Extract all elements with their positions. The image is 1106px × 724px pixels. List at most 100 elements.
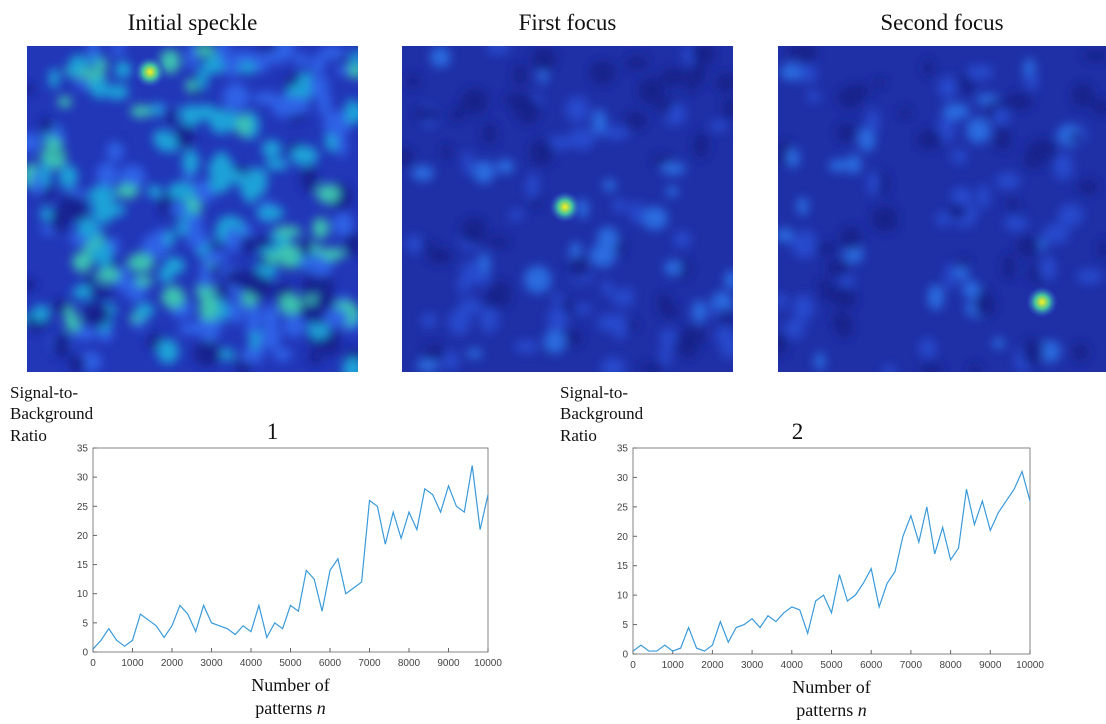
speckle-grain: [592, 108, 607, 136]
speckle-grain: [962, 280, 981, 299]
speckle-grain: [546, 135, 571, 151]
speckle-grain: [919, 363, 944, 372]
speckle-grain: [543, 329, 566, 354]
speckle-grain: [60, 195, 87, 219]
plot-area: [92, 447, 489, 653]
speckle-grain: [657, 292, 672, 313]
speckle-grain: [31, 305, 50, 322]
panel-title: Initial speckle: [128, 10, 258, 35]
speckle-grain: [935, 211, 951, 227]
speckle-grain: [482, 122, 497, 145]
x-tick-label: 0: [90, 658, 96, 669]
speckle-grain: [74, 326, 98, 341]
speckle-grain: [223, 58, 241, 78]
speckle-grain: [873, 77, 886, 88]
speckle-grain: [416, 358, 440, 372]
speckle-grain: [514, 340, 539, 354]
speckle-grain: [612, 198, 627, 213]
x-tick-label: 8000: [939, 660, 962, 671]
speckle-grain: [992, 107, 1010, 127]
speckle-grain: [638, 77, 664, 105]
speckle-grain: [225, 226, 241, 253]
speckle-grain: [273, 225, 302, 238]
speckle-grain: [344, 99, 358, 125]
speckle-grain: [319, 247, 345, 261]
speckle-grain: [574, 304, 593, 315]
x-variable: n: [857, 699, 867, 720]
speckle-grain: [402, 147, 415, 167]
speckle-grain: [350, 50, 358, 66]
speckle-grain: [170, 201, 187, 217]
speckle-grain: [799, 229, 814, 242]
speckle-grain: [152, 229, 170, 249]
speckle-grain: [622, 286, 634, 308]
speckle-grain: [867, 171, 880, 196]
speckle-grain: [201, 250, 228, 264]
speckle-grain: [322, 308, 349, 327]
speckle-grain: [406, 74, 420, 89]
speckle-grain: [512, 64, 528, 86]
speckle-grain: [919, 337, 937, 359]
speckle-grain: [245, 305, 262, 328]
speckle-grain: [835, 122, 858, 143]
speckle-grain: [40, 207, 53, 222]
speckle-grain: [660, 162, 687, 175]
speckle-grain: [565, 96, 590, 123]
speckle-grain: [1016, 236, 1041, 258]
y-axis-label: Signal-to-Background Ratio: [560, 383, 644, 445]
speckle-grain: [660, 67, 687, 87]
speckle-grain: [105, 84, 129, 100]
speckle-grain: [194, 192, 215, 203]
x-tick-label: 10000: [1016, 660, 1044, 671]
x-tick-label: 9000: [437, 658, 460, 669]
speckle-grain: [265, 251, 281, 264]
speckle-grain: [134, 319, 145, 331]
speckle-grain: [156, 338, 179, 364]
speckle-grain: [230, 50, 258, 62]
speckle-grain: [256, 205, 285, 221]
y-tick-label: 25: [77, 502, 89, 513]
speckle-grain: [552, 292, 563, 306]
speckle-grain: [282, 46, 295, 60]
speckle-grain: [336, 64, 350, 76]
speckle-grain: [953, 265, 969, 279]
speckle-grain: [659, 343, 672, 367]
speckle-grain: [1077, 179, 1099, 195]
y-tick-label: 5: [622, 620, 628, 631]
speckle-grain: [224, 269, 247, 286]
speckle-grain: [44, 137, 62, 153]
y-tick-label: 5: [82, 618, 88, 629]
speckle-grain: [916, 129, 943, 150]
speckle-grain: [186, 229, 209, 249]
speckle-grain: [839, 274, 856, 289]
speckle-grain: [807, 90, 821, 104]
speckle-grain: [976, 184, 990, 210]
speckle-grain: [27, 132, 41, 153]
speckle-grain: [88, 46, 99, 60]
speckle-grain: [208, 109, 236, 134]
speckle-grain: [294, 53, 309, 67]
speckle-grain: [265, 158, 288, 171]
speckle-grain: [114, 60, 132, 79]
speckle-grain: [262, 305, 280, 329]
speckle-grain: [167, 181, 196, 200]
speckle-grain: [164, 229, 175, 247]
panel-title: First focus: [519, 10, 617, 35]
speckle-grain: [450, 107, 465, 122]
speckle-grain: [975, 65, 994, 80]
speckle-grain: [691, 46, 716, 66]
speckle-grain: [323, 110, 351, 138]
y-tick-label: 30: [77, 473, 89, 484]
speckle-grain: [942, 103, 970, 121]
speckle-grain: [1024, 72, 1039, 91]
y-tick-label: 15: [77, 560, 89, 571]
x-axis-label-text: Number of patterns: [251, 675, 330, 718]
speckle-grain: [624, 111, 647, 130]
speckle-grain: [547, 306, 569, 332]
speckle-grain: [319, 46, 346, 60]
speckle-grain: [119, 164, 146, 190]
speckle-grain: [628, 201, 644, 224]
speckle-grain: [721, 98, 733, 119]
speckle-grain: [462, 151, 474, 175]
speckle-grain: [152, 129, 170, 148]
